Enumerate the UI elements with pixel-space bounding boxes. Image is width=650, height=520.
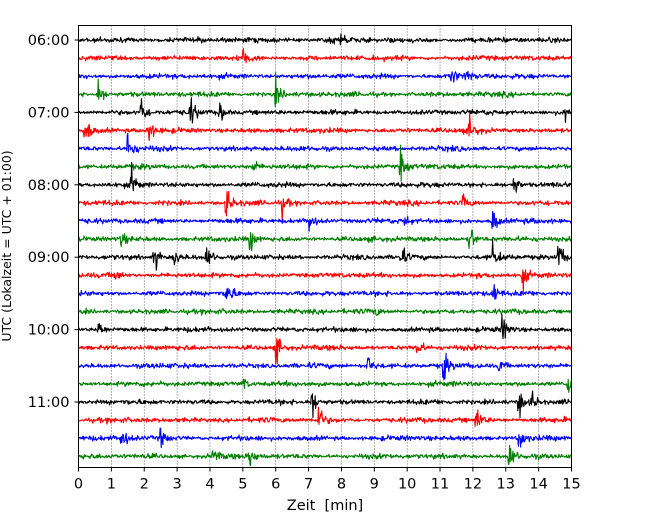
trace-line-1000 [77,314,573,340]
trace-group [77,33,573,467]
y-tick-label: 07:00 [28,105,70,121]
x-axis: 0 1 2 3 4 5 6 7 8 9 10 11 12 13 14 15 [74,467,581,493]
trace-line-0945 [77,307,572,316]
trace-line-0745 [77,144,573,182]
trace-line-1045 [78,378,573,393]
x-tick-label: 6 [271,477,280,493]
trace-line-0800 [78,161,572,193]
trace-line-0930 [77,284,572,300]
trace-line-0645 [78,71,573,107]
trace-line-1115 [78,406,572,427]
x-tick-label: 8 [337,477,346,493]
y-tick-label: 11:00 [28,395,70,411]
trace-line-0615 [78,48,573,64]
x-tick-label: 2 [140,477,149,493]
trace-line-0600 [78,33,572,46]
trace-line-1145 [77,444,572,467]
trace-line-0630 [78,70,572,83]
x-tick-label: 0 [74,477,83,493]
trace-line-0845 [77,229,572,252]
x-tick-label: 15 [562,477,580,493]
x-tick-label: 11 [431,477,449,493]
y-axis: 06:00 07:00 08:00 09:00 10:00 11:00 [28,33,79,411]
x-tick-label: 9 [370,477,379,493]
y-tick-label: 08:00 [28,178,70,194]
y-tick-label: 09:00 [28,250,70,266]
x-tick-label: 1 [107,477,116,493]
y-tick-label: 10:00 [28,323,70,339]
trace-line-1130 [77,427,573,449]
x-tick-label: 13 [497,477,515,493]
trace-line-1100 [77,390,572,419]
y-axis-label: UTC (Lokalzeit = UTC + 01:00) [0,150,14,341]
trace-line-0715 [78,112,573,142]
trace-line-0700 [78,97,573,124]
trace-line-1030 [78,352,572,381]
x-tick-label: 4 [205,477,214,493]
trace-line-1015 [78,337,573,365]
x-axis-label: Zeit [min] [287,498,363,514]
x-tick-label: 14 [529,477,547,493]
y-tick-label: 06:00 [28,33,70,49]
trace-line-0915 [78,269,572,294]
trace-line-0830 [78,210,573,232]
x-tick-label: 5 [238,477,247,493]
plot-frame [78,25,572,468]
trace-line-0730 [78,132,573,154]
x-tick-label: 12 [464,477,482,493]
trace-line-0815 [77,190,573,222]
x-tick-label: 10 [398,477,416,493]
x-tick-label: 3 [172,477,181,493]
x-tick-label: 7 [304,477,313,493]
trace-line-0900 [77,238,572,271]
